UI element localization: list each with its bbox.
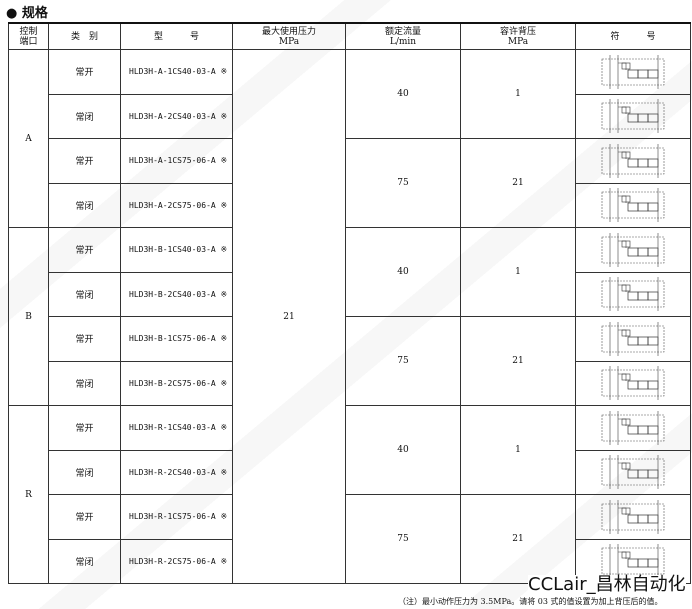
max-pressure-cell: 21 <box>232 49 346 584</box>
type-cell: 常闭 <box>48 271 121 317</box>
flow-cell: 75 <box>345 138 461 228</box>
table-row: 常闭 HLD3H-B-2CS75-06-A ※ <box>9 360 691 406</box>
hydraulic-symbol-icon <box>601 455 665 490</box>
table-row: 常闭 HLD3H-A-2CS75-06-A ※ <box>9 182 691 228</box>
symbol-cell <box>575 405 691 451</box>
flow-cell: 40 <box>345 49 461 139</box>
footnote: （注）最小动作压力为 3.5MPa。请将 03 式的值设置为加上背压后的值。 <box>398 597 663 606</box>
hydraulic-symbol-icon <box>601 366 665 401</box>
type-cell: 常闭 <box>48 538 121 584</box>
type-cell: 常开 <box>48 227 121 273</box>
symbol-cell <box>575 449 691 495</box>
table-row: 常闭 HLD3H-A-2CS40-03-A ※ <box>9 93 691 139</box>
spec-table: 控制 端口 类 别 型 号 最大使用压力 MPa 额定流量 L/min 容许背压 MP… <box>8 22 691 584</box>
model-cell: HLD3H-A-2CS75-06-A ※ <box>120 182 233 228</box>
section-title: ● 规格 <box>6 6 48 21</box>
type-cell: 常闭 <box>48 93 121 139</box>
header-flow: 额定流量 L/min <box>345 22 461 50</box>
type-cell: 常开 <box>48 316 121 362</box>
model-cell: HLD3H-A-2CS40-03-A ※ <box>120 93 233 139</box>
header-symbol: 符 号 <box>575 22 691 50</box>
symbol-cell <box>575 49 691 95</box>
hydraulic-symbol-icon <box>601 321 665 356</box>
model-cell: HLD3H-R-1CS75-06-A ※ <box>120 494 233 540</box>
hydraulic-symbol-icon <box>601 277 665 312</box>
hydraulic-symbol-icon <box>601 499 665 534</box>
back-pressure-cell: 1 <box>460 49 576 139</box>
model-cell: HLD3H-A-1CS40-03-A ※ <box>120 49 233 95</box>
symbol-cell <box>575 182 691 228</box>
hydraulic-symbol-icon <box>601 99 665 134</box>
type-cell: 常闭 <box>48 449 121 495</box>
model-cell: HLD3H-A-1CS75-06-A ※ <box>120 138 233 184</box>
table-row: 常开 HLD3H-B-1CS75-06-A ※ 75 21 <box>9 316 691 406</box>
hydraulic-symbol-icon <box>601 410 665 445</box>
flow-cell: 40 <box>345 405 461 495</box>
hydraulic-symbol-icon <box>601 143 665 178</box>
symbol-cell <box>575 138 691 184</box>
model-cell: HLD3H-B-1CS75-06-A ※ <box>120 316 233 362</box>
symbol-cell <box>575 360 691 406</box>
header-back-pressure: 容许背压 MPa <box>460 22 576 50</box>
hydraulic-symbol-icon <box>601 544 665 579</box>
table-row: 常闭 HLD3H-R-2CS75-06-A ※ <box>9 538 691 584</box>
table-row: R 常开 HLD3H-R-1CS40-03-A ※ 40 1 <box>8 405 691 584</box>
port-cell: A <box>8 49 49 228</box>
model-cell: HLD3H-R-1CS40-03-A ※ <box>120 405 233 451</box>
flow-cell: 40 <box>345 227 461 317</box>
brand-logo: CCLair_昌林自动化 <box>528 574 686 595</box>
table-row: 常开 HLD3H-R-1CS75-06-A ※ 75 21 <box>9 494 691 584</box>
header-type: 类 别 <box>48 22 121 50</box>
table-row: B 常开 HLD3H-B-1CS40-03-A ※ 40 1 <box>8 227 691 406</box>
symbol-cell <box>575 271 691 317</box>
type-cell: 常闭 <box>48 182 121 228</box>
back-pressure-cell: 1 <box>460 405 576 495</box>
header-pressure-label: 最大使用压力 <box>261 26 316 37</box>
model-cell: HLD3H-R-2CS75-06-A ※ <box>120 538 233 584</box>
back-pressure-cell: 21 <box>460 138 576 228</box>
table-row: 常闭 HLD3H-B-2CS40-03-A ※ <box>9 271 691 317</box>
port-cell: R <box>8 405 49 584</box>
hydraulic-symbol-icon <box>601 188 665 223</box>
symbol-cell <box>575 316 691 362</box>
model-cell: HLD3H-B-1CS40-03-A ※ <box>120 227 233 273</box>
hydraulic-symbol-icon <box>601 232 665 267</box>
header-back-label: 容许背压 <box>499 26 536 37</box>
header-model: 型 号 <box>120 22 233 50</box>
type-cell: 常开 <box>48 49 121 95</box>
header-pressure-unit: MPa <box>278 36 300 47</box>
header-port: 控制 端口 <box>8 22 49 50</box>
symbol-cell <box>575 93 691 139</box>
back-pressure-cell: 21 <box>460 494 576 584</box>
type-cell: 常开 <box>48 138 121 184</box>
flow-cell: 75 <box>345 316 461 406</box>
table-row: 常开 HLD3H-A-1CS75-06-A ※ 75 21 <box>9 138 691 228</box>
symbol-cell <box>575 227 691 273</box>
back-pressure-cell: 21 <box>460 316 576 406</box>
model-cell: HLD3H-B-2CS40-03-A ※ <box>120 271 233 317</box>
model-cell: HLD3H-B-2CS75-06-A ※ <box>120 360 233 406</box>
header-pressure: 最大使用压力 MPa <box>232 22 346 50</box>
header-flow-unit: L/min <box>389 36 417 47</box>
table-row: 常闭 HLD3H-R-2CS40-03-A ※ <box>9 449 691 495</box>
type-cell: 常开 <box>48 405 121 451</box>
hydraulic-symbol-icon <box>601 54 665 89</box>
type-cell: 常闭 <box>48 360 121 406</box>
header-flow-label: 额定流量 <box>384 26 421 37</box>
back-pressure-cell: 1 <box>460 227 576 317</box>
symbol-cell <box>575 494 691 540</box>
table-row: A 常开 HLD3H-A-1CS40-03-A ※ 21 40 1 <box>8 49 691 584</box>
header-back-unit: MPa <box>507 36 529 47</box>
model-cell: HLD3H-R-2CS40-03-A ※ <box>120 449 233 495</box>
flow-cell: 75 <box>345 494 461 584</box>
port-cell: B <box>8 227 49 406</box>
type-cell: 常开 <box>48 494 121 540</box>
